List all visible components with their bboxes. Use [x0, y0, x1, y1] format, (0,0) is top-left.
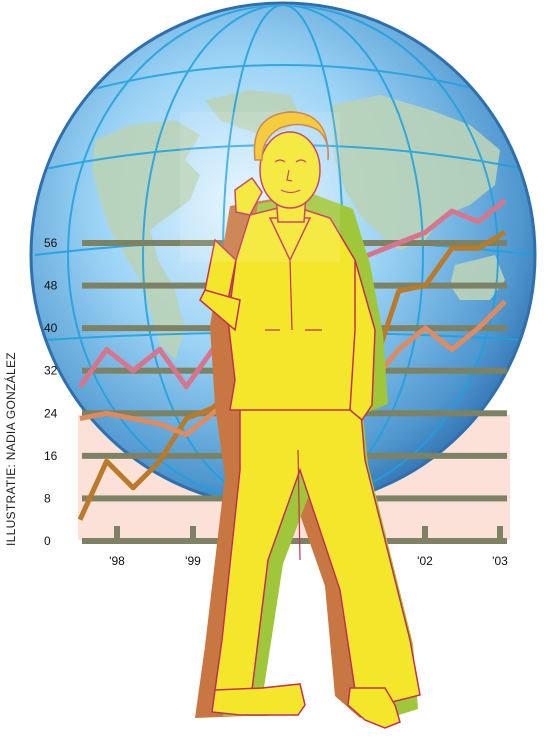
- y-tick-label: 40: [44, 321, 58, 335]
- x-tick-label: '98: [109, 554, 125, 568]
- gridline: [82, 538, 507, 544]
- x-tick-mark: [422, 526, 428, 538]
- chart-y-axis: 0 8 16 24 32 40 48 56: [44, 236, 58, 548]
- y-tick-label: 8: [44, 491, 51, 505]
- y-tick-label: 56: [44, 236, 58, 250]
- businesswoman-figure: [195, 111, 421, 729]
- figure-suit: [199, 131, 421, 729]
- figure-jacket-details: [265, 259, 322, 561]
- figure-hair: [253, 111, 330, 161]
- figure-face: [274, 159, 307, 194]
- y-tick-label: 24: [44, 406, 58, 420]
- y-tick-label: 0: [44, 534, 51, 548]
- x-tick-mark: [114, 526, 120, 538]
- y-tick-label: 16: [44, 449, 58, 463]
- x-tick-label: '99: [185, 554, 201, 568]
- y-tick-label: 48: [44, 279, 58, 293]
- y-tick-label: 32: [44, 364, 58, 378]
- illustration-credit: ILLUSTRATIE: NADIA GONZÁLEZ: [4, 352, 18, 546]
- x-tick-mark: [497, 526, 503, 538]
- chart-x-axis: '98 '99 '02 '03: [109, 526, 508, 568]
- x-tick-label: '02: [417, 554, 433, 568]
- x-tick-mark: [190, 526, 196, 538]
- focus-highlight: [180, 112, 340, 262]
- x-tick-label: '03: [492, 554, 508, 568]
- continent-australia: [450, 255, 505, 300]
